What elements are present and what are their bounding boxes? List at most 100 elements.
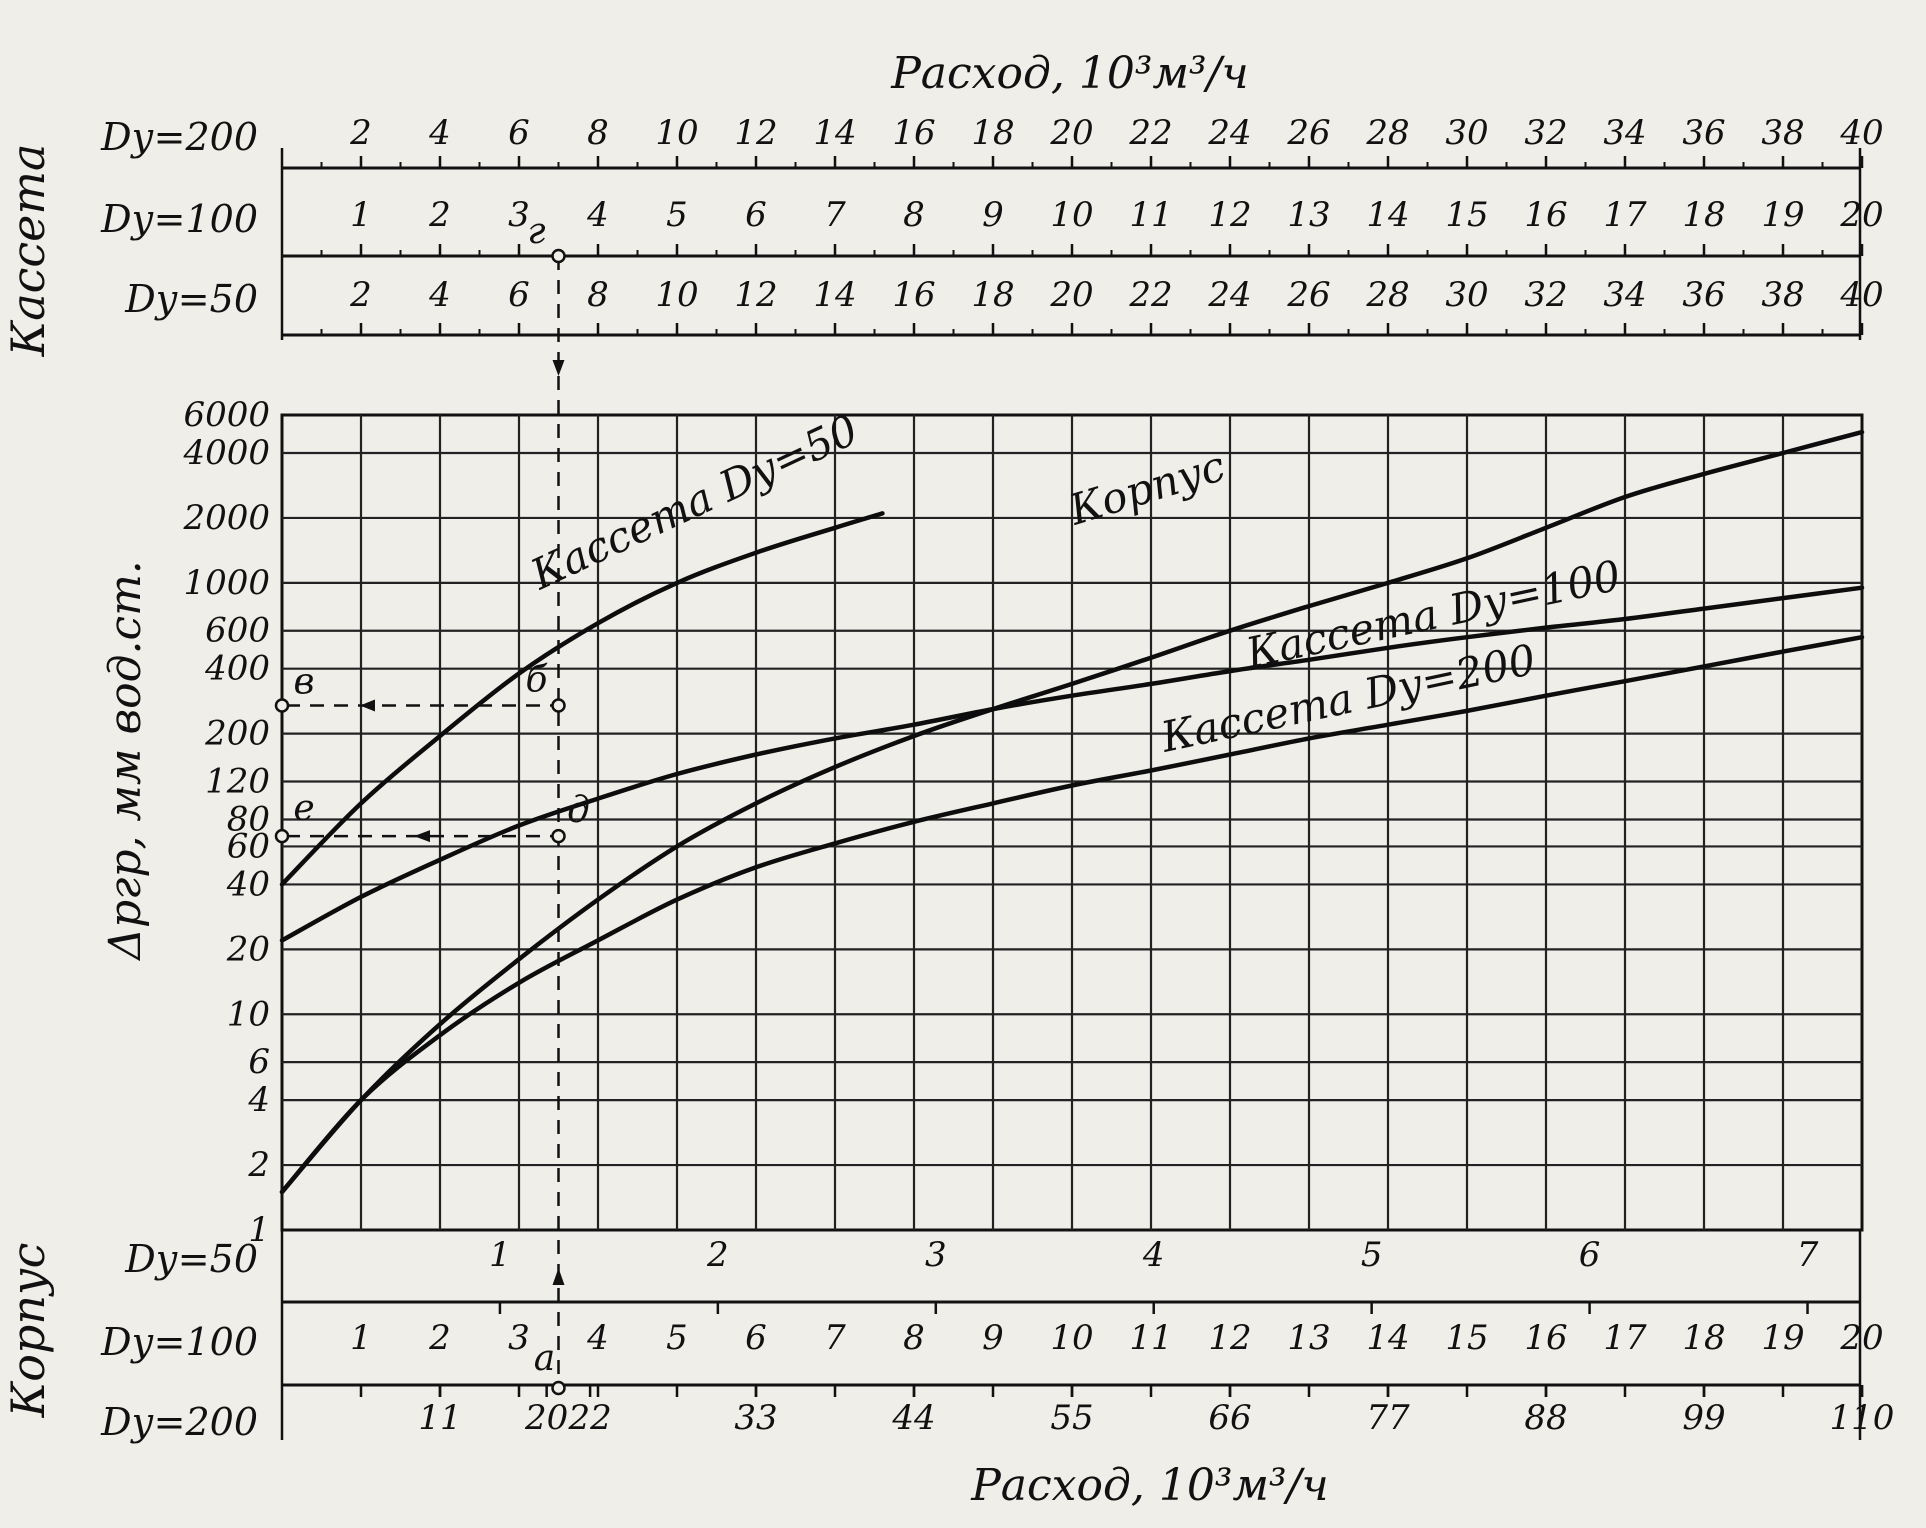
annotations-layer: г а б д в е	[274, 211, 590, 1396]
top-tick-label: 8	[587, 275, 609, 315]
bottom-tick-label: 77	[1366, 1398, 1410, 1438]
top-tick-label: 32	[1524, 275, 1567, 315]
bottom-group-label: Корпус	[1, 1243, 55, 1419]
point-label-e: е	[293, 788, 314, 829]
bottom-tick-label: 16	[1524, 1318, 1567, 1358]
top-tick-label: 6	[508, 275, 530, 315]
bottom-tick-label: 55	[1050, 1398, 1093, 1438]
bottom-tick-label: 9	[982, 1318, 1004, 1358]
y-tick-label: 40	[226, 864, 270, 904]
top-tick-label: 16	[1524, 195, 1567, 235]
bottom-tick-label: 3	[925, 1235, 947, 1275]
top-tick-label: 2	[428, 195, 451, 235]
top-tick-label: 3	[508, 195, 530, 235]
top-tick-label: 17	[1603, 195, 1647, 235]
example-marker	[551, 1380, 566, 1396]
top-tick-label: 32	[1524, 113, 1567, 153]
top-tick-label: 36	[1682, 275, 1725, 315]
bottom-tick-label: 7	[1797, 1235, 1819, 1275]
top-tick-label: 14	[813, 113, 856, 153]
y-tick-label: 6000	[183, 395, 270, 435]
top-tick-label: 28	[1365, 113, 1409, 153]
arrow-left-b	[360, 699, 375, 712]
top-tick-label: 28	[1365, 275, 1409, 315]
top-tick-label: 8	[587, 113, 609, 153]
top-tick-label: 4	[428, 113, 451, 153]
top-tick-label: 1	[350, 195, 372, 235]
bottom-tick-label: 20	[1839, 1318, 1883, 1358]
bottom-tick-label: 18	[1682, 1318, 1725, 1358]
top-tick-label: 20	[1049, 113, 1093, 153]
top-tick-label: 34	[1603, 275, 1646, 315]
arrow-left-d	[414, 830, 430, 843]
top-group-label: Кассета	[1, 144, 55, 358]
arrow-down	[552, 360, 565, 376]
bottom-tick-label: 4	[586, 1318, 609, 1358]
example-marker	[274, 828, 290, 844]
top-scales: Dу=200 2 4 6 8 10 12 14 16 18 20 22 24 26 28 30 32 34 36 38…	[100, 113, 1884, 340]
top-tick-label: 16	[892, 275, 935, 315]
bottom-tick-label: 6	[1579, 1235, 1601, 1275]
y-tick-label: 4000	[182, 433, 270, 473]
bottom-row-label: Dу=200	[100, 1400, 258, 1444]
y-tick-label: 60	[227, 826, 270, 866]
top-tick-label: 9	[982, 195, 1004, 235]
top-row-label: Dу=50	[124, 277, 258, 321]
top-tick-label: 22	[1128, 275, 1172, 315]
bottom-tick-label: 3	[508, 1318, 530, 1358]
point-label-v: в	[294, 662, 315, 703]
top-tick-label: 24	[1207, 275, 1251, 315]
bottom-tick-label: 15	[1445, 1318, 1488, 1358]
top-tick-label: 40	[1839, 113, 1883, 153]
y-tick-label: 20	[226, 929, 270, 969]
bottom-tick-label: 17	[1603, 1318, 1647, 1358]
top-tick-label: 20	[1839, 195, 1883, 235]
top-row-label: Dу=200	[100, 115, 258, 159]
point-label-a: а	[534, 1338, 555, 1379]
bottom-tick-label: 5	[666, 1318, 688, 1358]
bottom-axis-title: Расход, 10³м³/ч	[970, 1460, 1329, 1511]
bottom-tick-label: 13	[1287, 1318, 1330, 1358]
top-tick-label: 10	[1050, 195, 1093, 235]
bottom-tick-label: 11	[1129, 1318, 1172, 1358]
bottom-tick-label: 2	[428, 1318, 451, 1358]
top-tick-label: 38	[1761, 113, 1804, 153]
bottom-tick-label: 99	[1682, 1398, 1725, 1438]
top-tick-label: 36	[1682, 113, 1725, 153]
top-tick-label: 13	[1287, 195, 1330, 235]
y-tick-label: 80	[227, 799, 270, 839]
bottom-tick-label: 10	[1050, 1318, 1093, 1358]
top-tick-label: 22	[1128, 113, 1172, 153]
bottom-tick-label: 4	[1142, 1235, 1165, 1275]
bottom-row-label: Dу=50	[124, 1237, 258, 1281]
top-tick-label: 34	[1603, 113, 1646, 153]
y-tick-label: 120	[205, 761, 270, 801]
bottom-tick-label: 88	[1524, 1398, 1567, 1438]
top-tick-label: 16	[892, 113, 935, 153]
bottom-row-label: Dу=100	[100, 1320, 258, 1364]
example-marker	[551, 248, 566, 264]
bottom-tick-label: 33	[734, 1398, 777, 1438]
bottom-tick-label: 8	[903, 1318, 925, 1358]
top-tick-label: 10	[655, 275, 698, 315]
bottom-tick-label: 12	[1208, 1318, 1251, 1358]
top-tick-label: 38	[1761, 275, 1804, 315]
bottom-tick-label: 44	[891, 1398, 935, 1438]
top-tick-label: 2	[349, 275, 372, 315]
top-tick-label: 24	[1207, 113, 1251, 153]
series-line-1	[279, 429, 1865, 1195]
y-tick-label: 1	[248, 1210, 270, 1250]
top-tick-label: 20	[1049, 275, 1093, 315]
top-tick-label: 26	[1286, 113, 1330, 153]
bottom-tick-label: 5	[1361, 1235, 1383, 1275]
top-tick-label: 30	[1445, 113, 1488, 153]
top-tick-label: 12	[1208, 195, 1251, 235]
bottom-tick-label: 14	[1366, 1318, 1409, 1358]
point-label-d: д	[567, 790, 590, 831]
series-line-3	[279, 634, 1865, 1195]
series-layer	[279, 429, 1865, 1195]
top-axis-title: Расход, 10³м³/ч	[890, 48, 1249, 99]
bottom-tick-label: 11	[418, 1398, 461, 1438]
bottom-tick-label: 19	[1761, 1318, 1804, 1358]
example-marker	[274, 698, 290, 713]
